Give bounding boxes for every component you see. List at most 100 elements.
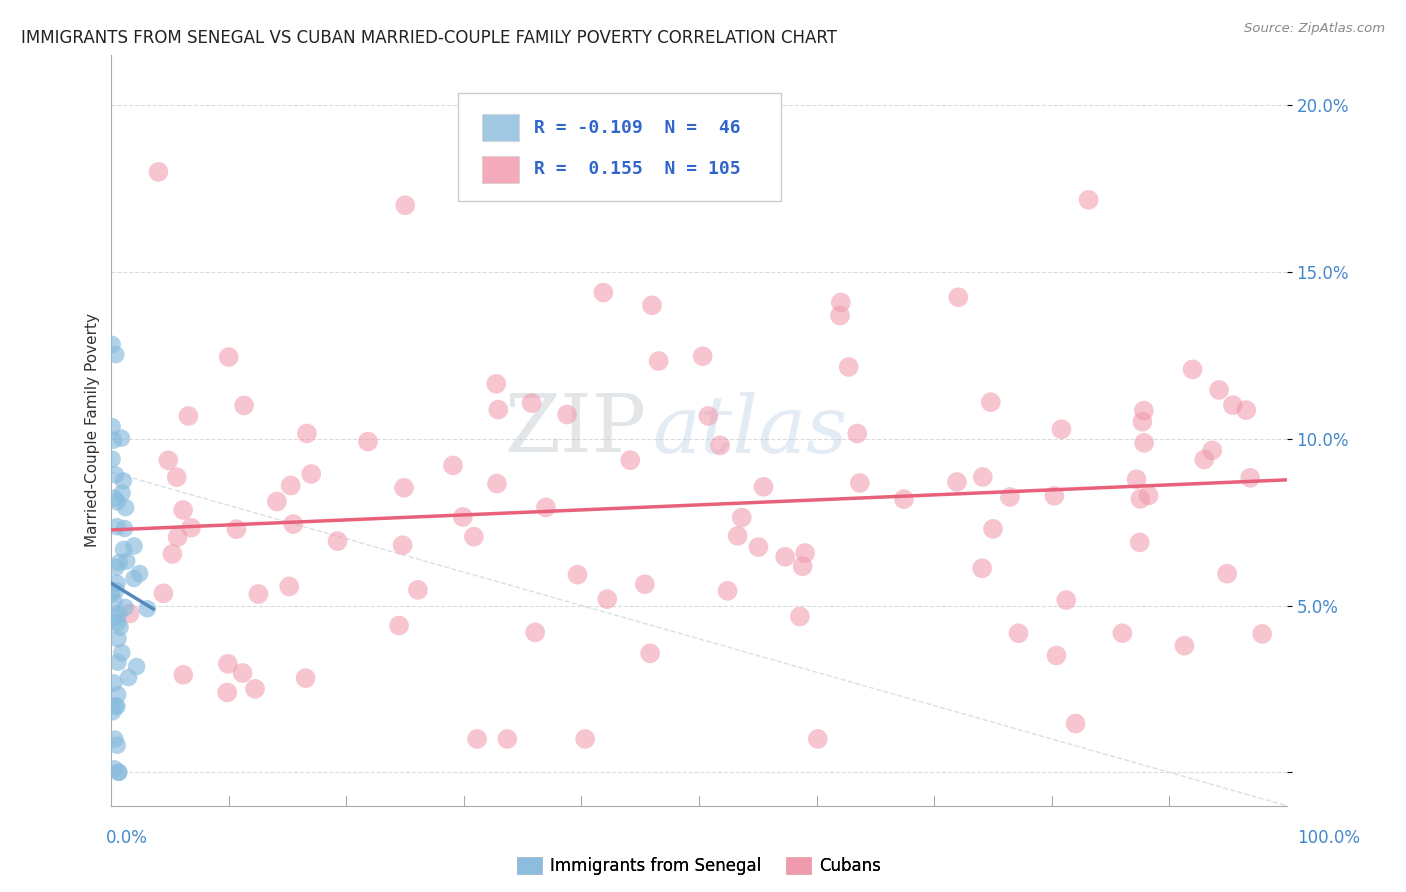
- Point: [792, 559, 814, 574]
- Point: [294, 671, 316, 685]
- Point: [299, 467, 322, 481]
- Point: [125, 659, 148, 673]
- Point: [1050, 422, 1073, 436]
- Point: [177, 409, 200, 423]
- Point: [115, 554, 138, 568]
- Point: [486, 402, 509, 417]
- Point: [266, 494, 288, 508]
- Point: [1194, 452, 1216, 467]
- Point: [972, 470, 994, 484]
- Point: [231, 665, 253, 680]
- Point: [280, 478, 302, 492]
- Point: [101, 337, 124, 351]
- Point: [388, 618, 411, 632]
- Point: [166, 530, 188, 544]
- Point: [619, 453, 641, 467]
- Point: [1132, 415, 1154, 429]
- Point: [101, 419, 124, 434]
- Point: [112, 474, 135, 488]
- Point: [1045, 648, 1067, 663]
- Legend: Immigrants from Senegal, Cubans: Immigrants from Senegal, Cubans: [512, 852, 886, 880]
- Point: [830, 295, 852, 310]
- Point: [107, 615, 129, 630]
- Point: [574, 731, 596, 746]
- Point: [103, 433, 125, 447]
- Point: [647, 354, 669, 368]
- Point: [752, 480, 775, 494]
- Point: [1239, 471, 1261, 485]
- Point: [105, 576, 128, 591]
- Point: [107, 607, 129, 621]
- Point: [152, 586, 174, 600]
- Point: [838, 359, 860, 374]
- Text: IMMIGRANTS FROM SENEGAL VS CUBAN MARRIED-COUPLE FAMILY POVERTY CORRELATION CHART: IMMIGRANTS FROM SENEGAL VS CUBAN MARRIED…: [21, 29, 837, 46]
- Point: [391, 538, 413, 552]
- Point: [110, 431, 132, 445]
- Point: [596, 592, 619, 607]
- Point: [225, 522, 247, 536]
- Point: [105, 495, 128, 509]
- Point: [485, 376, 508, 391]
- Point: [148, 165, 170, 179]
- Point: [105, 699, 128, 714]
- Point: [122, 571, 145, 585]
- Point: [172, 503, 194, 517]
- Point: [638, 646, 661, 660]
- Point: [104, 560, 127, 574]
- Point: [980, 395, 1002, 409]
- Point: [1043, 489, 1066, 503]
- Point: [101, 452, 124, 467]
- Point: [567, 567, 589, 582]
- Point: [1216, 566, 1239, 581]
- Point: [247, 587, 270, 601]
- Point: [217, 685, 239, 699]
- Point: [326, 534, 349, 549]
- Point: [807, 731, 830, 746]
- Point: [1007, 626, 1029, 640]
- Point: [520, 396, 543, 410]
- Point: [641, 298, 664, 312]
- Text: 100.0%: 100.0%: [1298, 829, 1360, 847]
- FancyBboxPatch shape: [482, 114, 519, 142]
- Point: [465, 731, 488, 746]
- Point: [103, 595, 125, 609]
- Point: [103, 762, 125, 776]
- Point: [463, 530, 485, 544]
- Point: [114, 500, 136, 515]
- Point: [117, 670, 139, 684]
- Point: [108, 556, 131, 570]
- Point: [697, 409, 720, 423]
- Point: [972, 561, 994, 575]
- Point: [392, 481, 415, 495]
- Point: [1077, 193, 1099, 207]
- Point: [114, 600, 136, 615]
- Point: [107, 688, 129, 702]
- Point: [1173, 639, 1195, 653]
- Point: [1201, 443, 1223, 458]
- Point: [118, 607, 141, 621]
- Point: [747, 540, 769, 554]
- Point: [524, 625, 547, 640]
- Point: [1111, 626, 1133, 640]
- FancyBboxPatch shape: [458, 93, 782, 202]
- Point: [103, 610, 125, 624]
- Point: [122, 539, 145, 553]
- Point: [283, 516, 305, 531]
- Point: [1234, 403, 1257, 417]
- Point: [1129, 491, 1152, 506]
- Point: [1208, 383, 1230, 397]
- Point: [104, 583, 127, 598]
- Point: [1064, 716, 1087, 731]
- Point: [555, 408, 578, 422]
- Text: ZIP: ZIP: [505, 392, 647, 469]
- Point: [789, 609, 811, 624]
- Point: [1133, 436, 1156, 450]
- Point: [357, 434, 380, 449]
- Point: [1251, 627, 1274, 641]
- Point: [107, 655, 129, 669]
- Point: [128, 566, 150, 581]
- Point: [846, 426, 869, 441]
- Point: [295, 426, 318, 441]
- Point: [105, 519, 128, 533]
- Point: [104, 491, 127, 505]
